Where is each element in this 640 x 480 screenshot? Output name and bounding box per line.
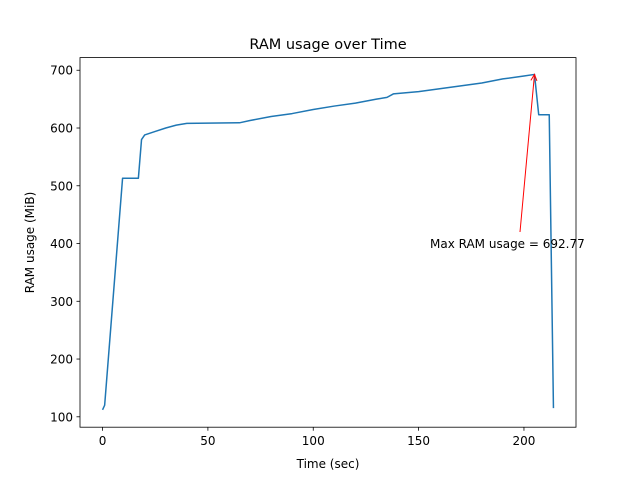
y-tick-label: 200 xyxy=(50,353,73,367)
y-tick-label: 600 xyxy=(50,122,73,136)
annotation: Max RAM usage = 692.77 xyxy=(430,237,585,251)
annotation-arrow xyxy=(519,74,535,233)
x-tick-label: 0 xyxy=(99,434,107,448)
line xyxy=(101,73,555,411)
y-axis-label: RAM usage (MiB) xyxy=(23,192,37,294)
chart-title: RAM usage over Time xyxy=(249,37,406,53)
plot-frame xyxy=(79,57,577,428)
x-tick-label: 100 xyxy=(302,434,325,448)
y-tick-label: 500 xyxy=(50,179,73,193)
y-tick-label: 400 xyxy=(50,237,73,251)
y-tick-label: 700 xyxy=(50,64,73,78)
x-axis-label: Time (sec) xyxy=(296,457,360,471)
x-tick-label: 50 xyxy=(200,434,215,448)
x-tick-label: 200 xyxy=(513,434,536,448)
annotation-arrowhead xyxy=(530,73,538,82)
y-tick-label: 300 xyxy=(50,295,73,309)
y-tick-label: 100 xyxy=(50,410,73,424)
x-tick-label: 150 xyxy=(407,434,430,448)
